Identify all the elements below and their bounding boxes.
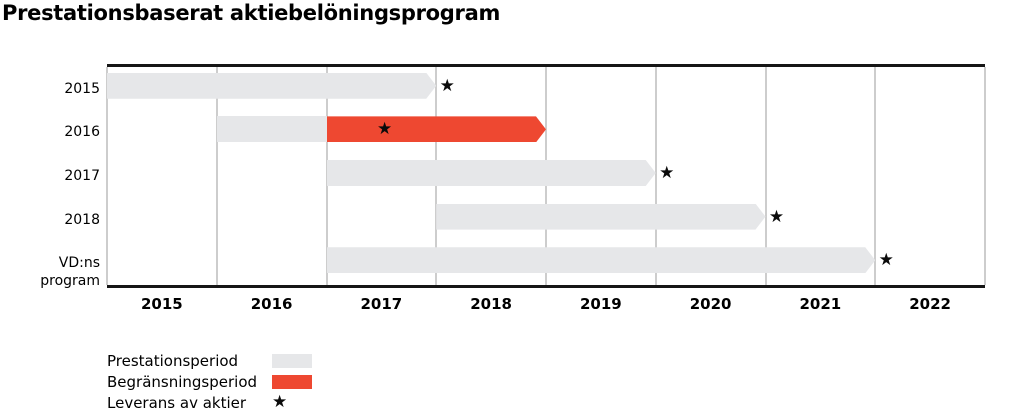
- legend-star-icon: ★: [272, 392, 288, 412]
- x-tick-2019: 2019: [580, 295, 622, 313]
- delivery-star-2018: ★: [768, 206, 785, 227]
- legend-swatch-prestationsperiod: [272, 353, 312, 368]
- chart-title: Prestationsbaserat aktiebelöningsprogram: [2, 1, 501, 25]
- gridline-2022: [874, 67, 877, 285]
- gridline-2023: [984, 67, 986, 285]
- row-label-2015: 2015: [64, 80, 100, 97]
- legend-label-leverans-av-aktier: Leverans av aktier: [107, 393, 247, 412]
- legend-item-prestationsperiod: Prestationsperiod: [107, 350, 312, 371]
- x-tick-2020: 2020: [689, 295, 732, 313]
- legend-swatch-begransningsperiod: [272, 374, 312, 389]
- x-tick-2017: 2017: [360, 295, 403, 313]
- bar-2015-performance: [107, 73, 436, 99]
- row-label-vd-ns-program: VD:ns program: [40, 255, 100, 290]
- row-label-2017: 2017: [64, 168, 100, 184]
- bar-2016-restriction: [327, 116, 547, 142]
- delivery-star-2015: ★: [439, 75, 455, 96]
- delivery-star-2016: ★: [377, 119, 393, 140]
- legend-label-begransningsperiod: Begränsningsperiod: [107, 372, 258, 391]
- bar-vd-ns-program-performance: [327, 247, 876, 273]
- x-tick-2021: 2021: [799, 295, 842, 313]
- bar-2018-performance: [436, 204, 765, 230]
- row-label-2016: 2016: [64, 124, 100, 141]
- x-tick-2016: 2016: [250, 295, 293, 313]
- bar-2017-performance: [327, 160, 656, 186]
- legend-item-begransningsperiod: Begränsningsperiod: [107, 371, 312, 392]
- row-label-2018: 2018: [64, 211, 100, 228]
- legend-label-prestationsperiod: Prestationsperiod: [107, 351, 239, 370]
- gridline-2020: [654, 67, 657, 285]
- legend-item-leverans-av-aktier: Leverans av aktier ★: [107, 392, 312, 413]
- x-tick-2022: 2022: [909, 295, 951, 313]
- plot-area: ★ ★ ★ ★ ★: [106, 64, 986, 288]
- bar-2016-performance: [216, 116, 327, 143]
- legend: Prestationsperiod Begränsningsperiod Lev…: [107, 350, 312, 413]
- x-tick-2015: 2015: [141, 295, 183, 313]
- x-tick-2018: 2018: [470, 295, 512, 313]
- delivery-star-vd-ns-program: ★: [878, 250, 894, 271]
- gridline-2016: [215, 67, 218, 285]
- delivery-star-2017: ★: [659, 163, 675, 183]
- gridline-2021: [764, 67, 767, 285]
- gridline-2015: [106, 67, 108, 285]
